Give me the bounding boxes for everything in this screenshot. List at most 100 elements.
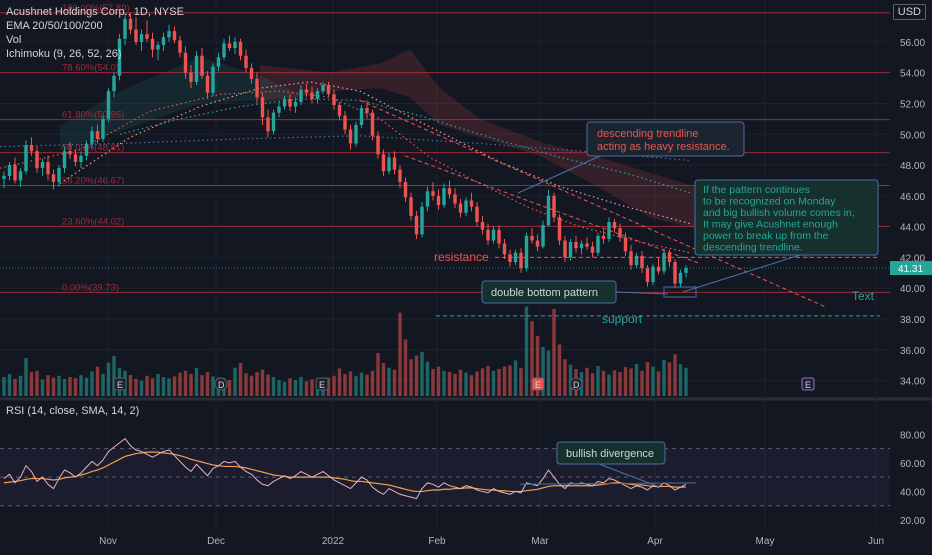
candle-body	[123, 18, 127, 39]
candle-body	[563, 240, 567, 258]
candle-body	[414, 215, 419, 235]
volume-bar	[530, 321, 534, 396]
ema-100-line	[119, 98, 691, 194]
candle-body	[271, 112, 276, 132]
x-tick-label: Dec	[207, 536, 225, 547]
fib-label: 50.00%(48.81)	[62, 143, 124, 154]
volume-bar	[414, 355, 419, 396]
candle-body	[183, 52, 188, 73]
candle-body	[249, 68, 254, 79]
x-tick-label: 2022	[322, 536, 345, 547]
candle-body	[326, 84, 331, 95]
candle-body	[57, 168, 61, 182]
volume-bar	[244, 373, 248, 396]
volume-bar	[370, 370, 375, 396]
volume-bar	[310, 379, 314, 396]
ema-indicator-label[interactable]: EMA 20/50/100/200	[6, 20, 103, 32]
currency-badge[interactable]: USD	[892, 4, 926, 20]
pattern-note-text: If the pattern continues	[703, 184, 810, 196]
candle-body	[24, 145, 28, 172]
candle-body	[623, 237, 628, 252]
volume-bar	[634, 364, 639, 396]
descending-trendline-inner	[404, 155, 701, 265]
candle-body	[585, 243, 589, 247]
candle-body	[574, 242, 578, 249]
volume-bar	[271, 376, 276, 396]
candle-body	[458, 203, 463, 213]
volume-bar	[194, 367, 199, 396]
volume-bar	[150, 378, 155, 396]
candle-body	[222, 43, 226, 58]
y-tick-label: 44.00	[900, 223, 925, 234]
volume-bar	[469, 375, 474, 396]
candle-body	[480, 222, 485, 230]
y-tick-label: 50.00	[900, 130, 925, 141]
volume-indicator-label[interactable]: Vol	[6, 34, 22, 46]
candle-body	[266, 117, 270, 132]
rsi-y-tick-label: 60.00	[900, 459, 925, 470]
candle-body	[475, 206, 479, 223]
volume-bar	[106, 362, 111, 396]
candle-body	[370, 112, 375, 136]
symbol-title[interactable]: Acushnet Holdings Corp., 1D, NYSE	[6, 6, 184, 18]
trendline-note-text: descending trendline	[597, 128, 699, 140]
candle-body	[618, 228, 622, 238]
candle-body	[464, 200, 468, 213]
candle-body	[640, 255, 644, 269]
volume-bar	[651, 366, 655, 396]
rsi-y-tick-label: 20.00	[900, 516, 925, 527]
volume-bar	[519, 367, 523, 396]
volume-bar	[480, 368, 485, 396]
ichimoku-indicator-label[interactable]: Ichimoku (9, 26, 52, 26)	[6, 48, 122, 60]
volume-bar	[618, 372, 622, 396]
double-bottom-pointer	[615, 291, 669, 295]
candle-body	[84, 143, 89, 156]
candle-body	[403, 181, 408, 198]
candle-body	[469, 200, 474, 207]
volume-bar	[227, 380, 232, 396]
volume-bar	[662, 359, 666, 396]
candle-body	[106, 91, 111, 119]
volume-bar	[436, 366, 441, 396]
volume-bar	[211, 376, 215, 396]
volume-bar	[266, 374, 270, 396]
volume-bar	[200, 375, 204, 396]
double-bottom-label: double bottom pattern	[491, 287, 598, 299]
volume-bar	[623, 367, 628, 396]
x-tick-label: Apr	[647, 536, 663, 547]
volume-bar	[189, 373, 193, 396]
candle-body	[629, 251, 633, 266]
volume-bar	[134, 378, 138, 396]
rsi-indicator-label[interactable]: RSI (14, close, SMA, 14, 2)	[6, 405, 140, 417]
candle-body	[332, 94, 336, 105]
y-tick-label: 38.00	[900, 315, 925, 326]
volume-bar	[678, 364, 683, 396]
volume-bar	[233, 367, 237, 396]
y-tick-label: 36.00	[900, 346, 925, 357]
y-tick-label: 48.00	[900, 161, 925, 172]
volume-bar	[7, 373, 12, 396]
candle-body	[596, 235, 600, 253]
volume-bar	[178, 372, 182, 396]
earnings-marker	[801, 377, 815, 391]
candle-body	[612, 222, 617, 229]
candle-body	[365, 108, 369, 113]
trendline-note-text: acting as heavy resistance.	[597, 141, 730, 153]
dividend-marker-label: D	[573, 380, 580, 390]
candle-body	[299, 89, 303, 102]
pattern-note-text: descending trendline.	[703, 242, 803, 254]
candle-body	[156, 44, 160, 50]
candle-body	[277, 106, 281, 113]
candle-body	[73, 154, 78, 162]
double-bottom-marker	[663, 286, 697, 298]
candle-body	[40, 161, 45, 169]
bullish-divergence-box	[556, 441, 666, 465]
candle-body	[194, 55, 199, 82]
candle-body	[18, 171, 23, 181]
candle-body	[304, 89, 309, 93]
volume-bar	[2, 376, 6, 396]
candle-body	[497, 229, 501, 244]
earnings-marker-label: E	[117, 380, 123, 390]
volume-bar	[18, 375, 23, 396]
